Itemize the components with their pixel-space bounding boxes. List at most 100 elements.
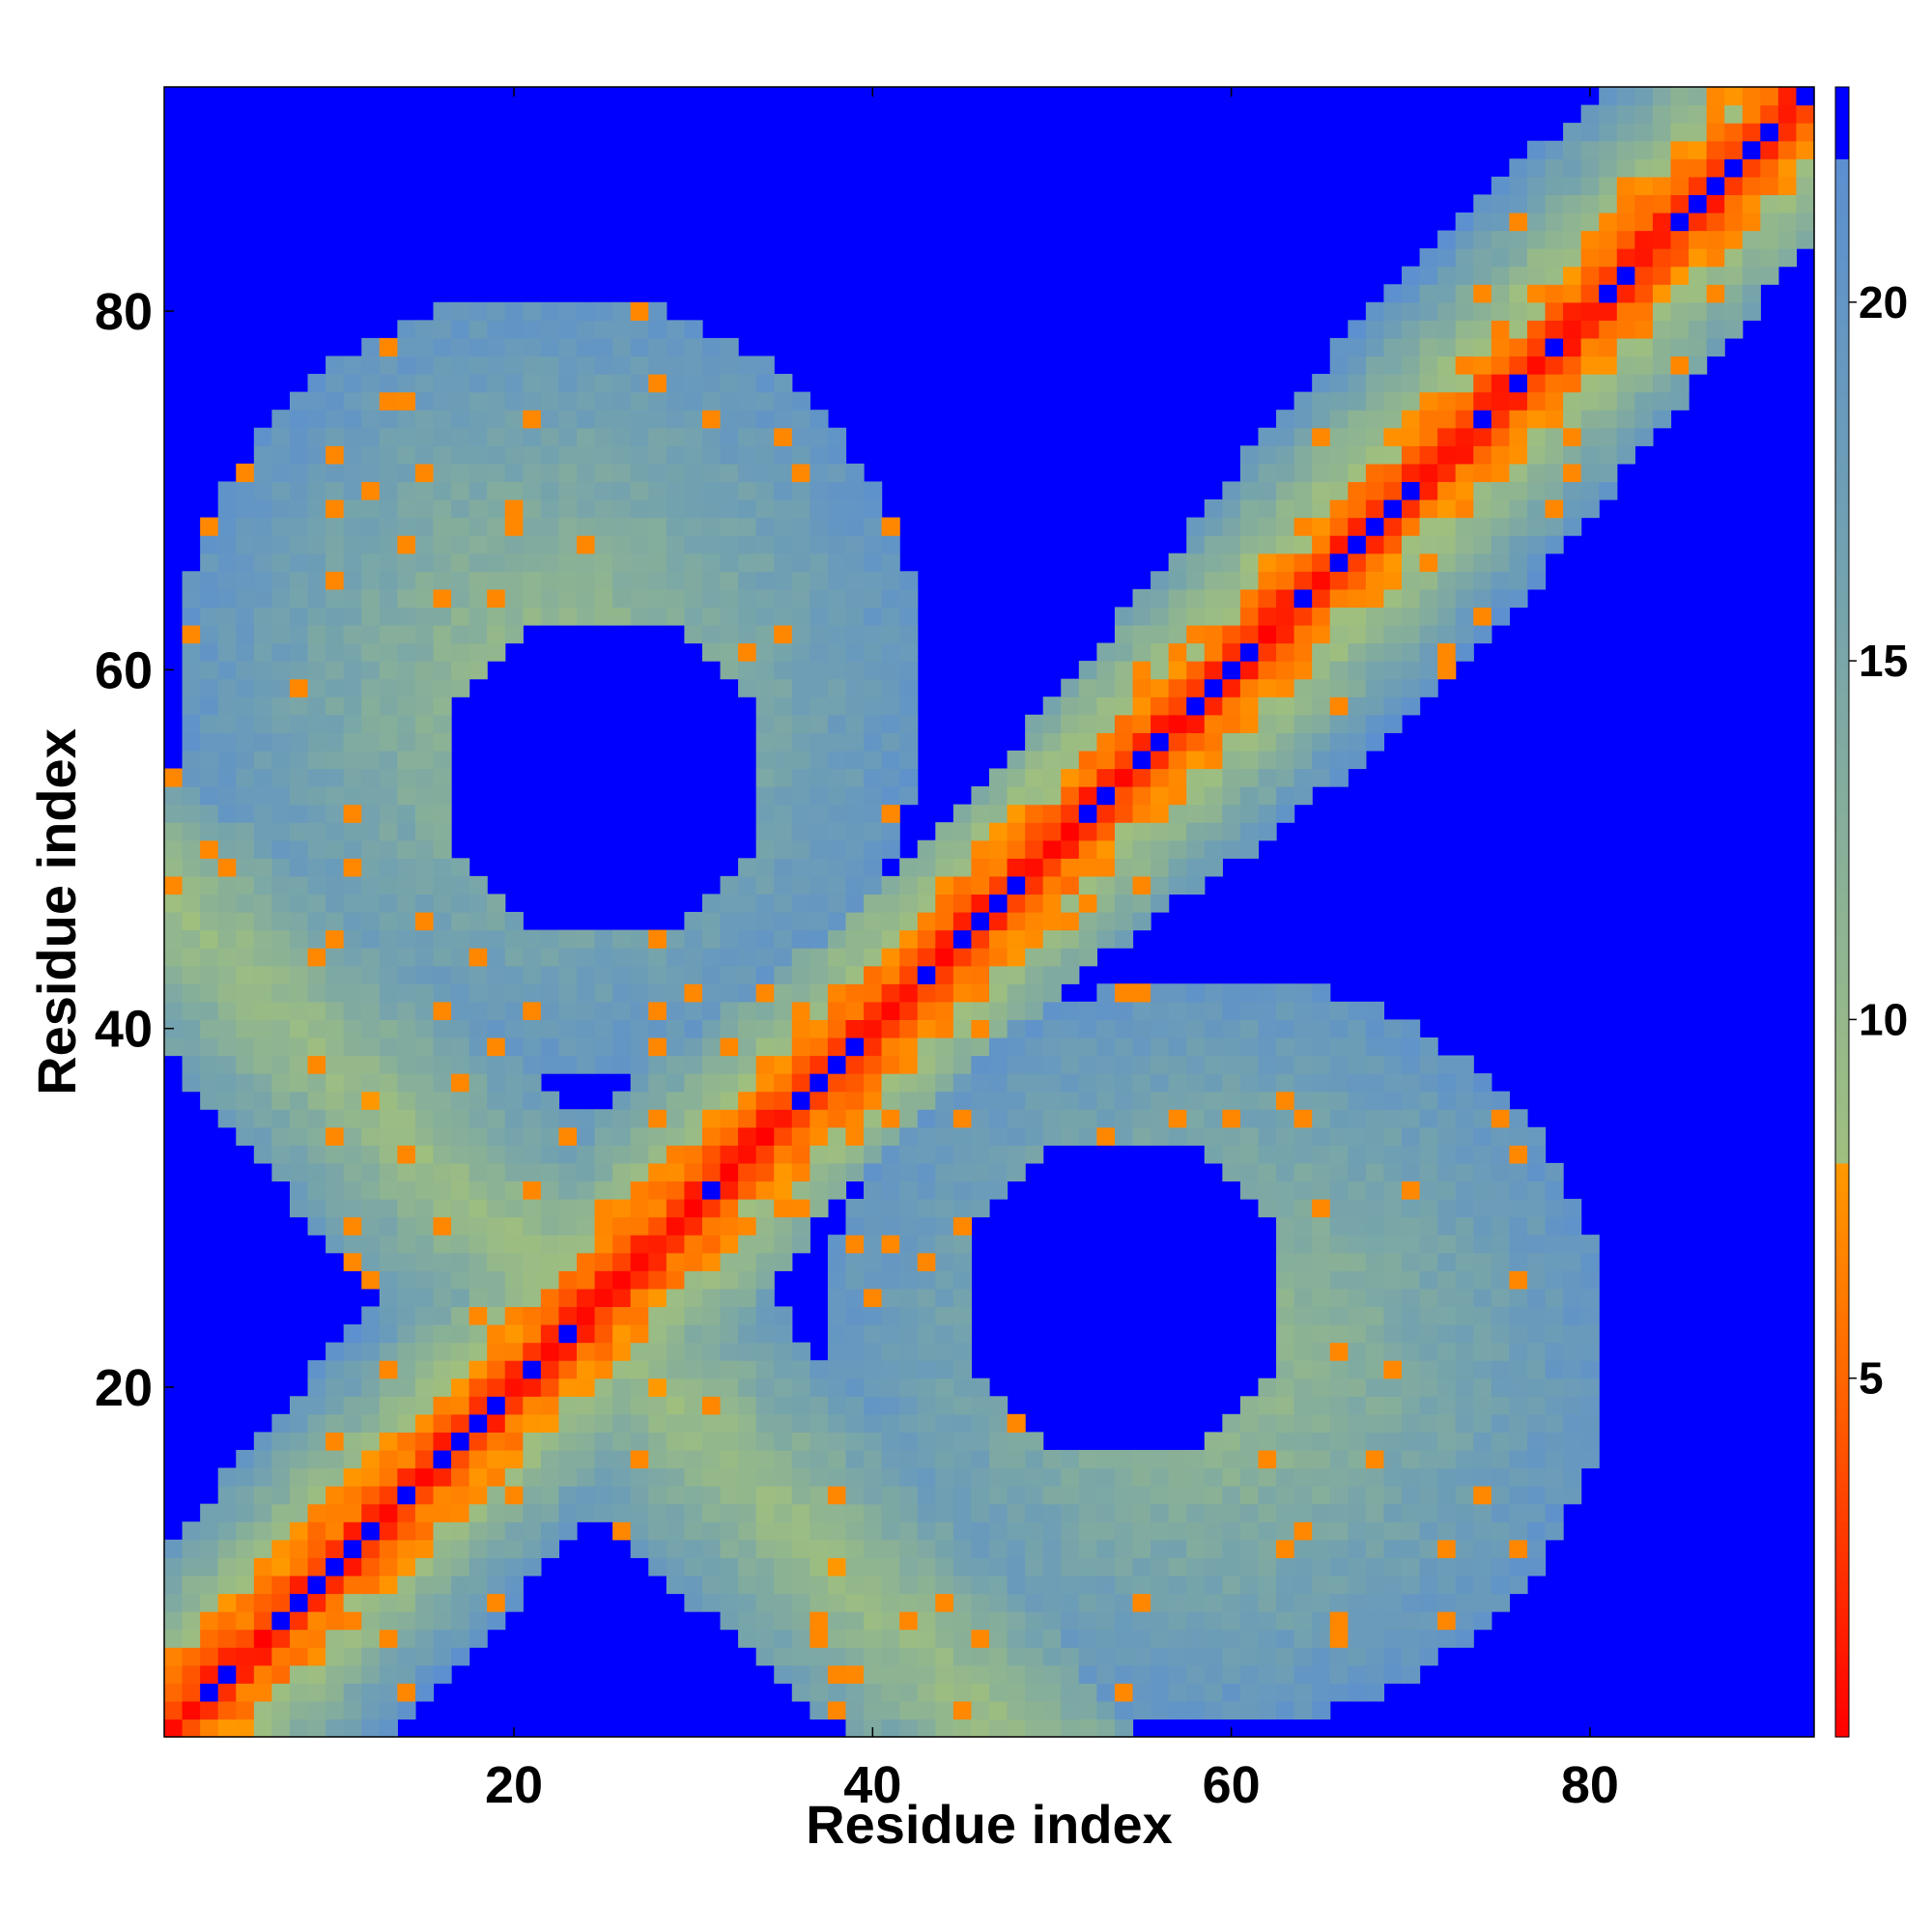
heatmap-cell bbox=[326, 1593, 345, 1612]
heatmap-cell bbox=[701, 1199, 722, 1218]
heatmap-cell bbox=[755, 1199, 775, 1218]
heatmap-cell bbox=[1383, 1664, 1403, 1684]
heatmap-cell bbox=[236, 696, 255, 716]
heatmap-cell bbox=[451, 571, 470, 590]
heatmap-cell bbox=[271, 678, 291, 697]
heatmap-cell bbox=[666, 1091, 685, 1110]
heatmap-cell bbox=[845, 875, 865, 895]
heatmap-cell bbox=[397, 1324, 416, 1344]
heatmap-cell bbox=[1186, 875, 1206, 895]
heatmap-cell bbox=[217, 1503, 237, 1522]
heatmap-cell bbox=[701, 355, 722, 375]
heatmap-cell bbox=[1258, 499, 1277, 519]
heatmap-cell bbox=[881, 1288, 900, 1308]
heatmap-cell bbox=[1025, 1126, 1044, 1146]
heatmap-cell bbox=[469, 1521, 488, 1541]
heatmap-cell bbox=[343, 1037, 362, 1057]
heatmap-cell bbox=[755, 1611, 775, 1631]
heatmap-cell bbox=[343, 1700, 362, 1720]
heatmap-cell bbox=[504, 1126, 524, 1146]
heatmap-cell bbox=[1563, 517, 1582, 536]
heatmap-cell bbox=[433, 1432, 452, 1451]
heatmap-cell bbox=[899, 1091, 919, 1110]
heatmap-cell bbox=[1365, 1432, 1385, 1451]
heatmap-cell bbox=[1329, 624, 1349, 644]
heatmap-cell bbox=[1096, 894, 1116, 913]
heatmap-cell bbox=[1491, 481, 1510, 500]
colorbar-segment bbox=[1835, 474, 1849, 483]
colorbar-segment bbox=[1835, 438, 1849, 446]
heatmap-cell bbox=[774, 1611, 793, 1631]
heatmap-cell bbox=[810, 553, 829, 572]
heatmap-cell bbox=[217, 535, 237, 554]
heatmap-cell bbox=[361, 355, 381, 375]
heatmap-cell bbox=[1563, 266, 1582, 285]
heatmap-cell bbox=[989, 1055, 1009, 1074]
heatmap-cell bbox=[845, 1270, 865, 1290]
heatmap-cell bbox=[1473, 1575, 1492, 1595]
heatmap-cell bbox=[1580, 355, 1600, 375]
heatmap-cell bbox=[326, 839, 345, 859]
heatmap-cell bbox=[810, 624, 829, 644]
heatmap-cell bbox=[774, 1324, 793, 1344]
heatmap-cell bbox=[326, 571, 345, 590]
heatmap-cell bbox=[684, 1019, 703, 1038]
heatmap-cell bbox=[774, 1557, 793, 1577]
heatmap-cell bbox=[1473, 481, 1492, 500]
heatmap-cell bbox=[666, 1001, 685, 1020]
heatmap-cell bbox=[1329, 1091, 1349, 1110]
heatmap-cell bbox=[182, 786, 201, 806]
heatmap-cell bbox=[1419, 1109, 1438, 1128]
heatmap-cell bbox=[755, 607, 775, 626]
heatmap-cell bbox=[666, 1235, 685, 1254]
heatmap-cell bbox=[343, 965, 362, 984]
heatmap-cell bbox=[1491, 194, 1510, 213]
heatmap-cell bbox=[307, 391, 327, 411]
heatmap-cell bbox=[343, 1486, 362, 1505]
heatmap-cell bbox=[774, 607, 793, 626]
heatmap-cell bbox=[182, 1629, 201, 1648]
heatmap-cell bbox=[397, 948, 416, 967]
heatmap-cell bbox=[630, 374, 649, 393]
heatmap-cell bbox=[1186, 642, 1206, 662]
heatmap-cell bbox=[845, 1503, 865, 1522]
heatmap-cell bbox=[1383, 1180, 1403, 1200]
heatmap-cell bbox=[523, 1521, 542, 1541]
heatmap-cell bbox=[1473, 553, 1492, 572]
heatmap-cell bbox=[253, 732, 272, 752]
heatmap-cell bbox=[774, 1019, 793, 1038]
heatmap-cell bbox=[469, 535, 488, 554]
heatmap-cell bbox=[594, 948, 613, 967]
heatmap-cell bbox=[935, 1306, 954, 1325]
heatmap-cell bbox=[414, 607, 435, 626]
heatmap-cell bbox=[253, 1700, 272, 1720]
heatmap-cell bbox=[1455, 445, 1474, 465]
heatmap-cell bbox=[397, 1396, 416, 1415]
heatmap-cell bbox=[971, 1001, 990, 1020]
heatmap-cell bbox=[701, 894, 722, 913]
heatmap-cell bbox=[343, 894, 362, 913]
heatmap-cell bbox=[738, 1180, 757, 1200]
heatmap-cell bbox=[577, 535, 596, 554]
heatmap-cell bbox=[701, 1126, 722, 1146]
heatmap-cell bbox=[684, 1306, 703, 1325]
heatmap-cell bbox=[326, 1055, 345, 1074]
heatmap-cell bbox=[1383, 1360, 1403, 1379]
heatmap-cell bbox=[1455, 1413, 1474, 1433]
heatmap-cell bbox=[827, 1629, 847, 1648]
heatmap-cell bbox=[1222, 1629, 1241, 1648]
heatmap-cell bbox=[845, 499, 865, 519]
colorbar-segment bbox=[1835, 747, 1849, 755]
heatmap-cell bbox=[899, 1126, 919, 1146]
heatmap-cell bbox=[253, 1647, 272, 1666]
heatmap-cell bbox=[1078, 786, 1097, 806]
heatmap-cell bbox=[1168, 553, 1187, 572]
heatmap-cell bbox=[253, 1001, 272, 1020]
heatmap-cell bbox=[1383, 535, 1403, 554]
heatmap-cell bbox=[989, 948, 1009, 967]
heatmap-cell bbox=[307, 1700, 327, 1720]
heatmap-cell bbox=[1293, 1109, 1313, 1128]
heatmap-cell bbox=[845, 1342, 865, 1361]
heatmap-cell bbox=[935, 1073, 954, 1093]
heatmap-cell bbox=[1096, 1486, 1116, 1505]
